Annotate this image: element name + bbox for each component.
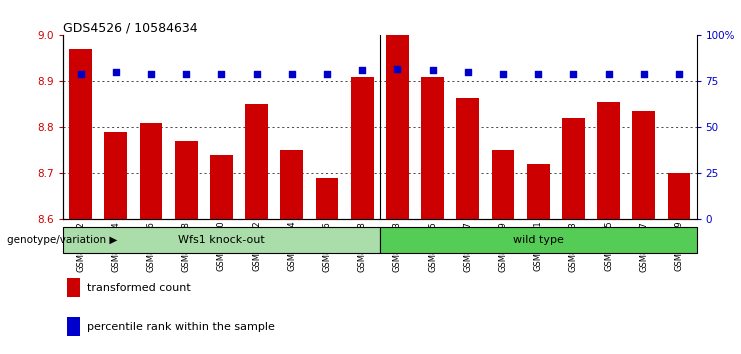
Point [602, 71, 614, 77]
Point [110, 69, 122, 75]
Point [462, 69, 473, 75]
Point [145, 71, 157, 77]
Bar [316, 178, 339, 219]
Bar [104, 132, 127, 219]
Text: GDS4526 / 10584634: GDS4526 / 10584634 [63, 21, 198, 34]
Bar [69, 49, 92, 219]
Bar [350, 77, 373, 219]
Text: genotype/variation ▶: genotype/variation ▶ [7, 235, 118, 245]
Point [673, 71, 685, 77]
Point [356, 68, 368, 73]
Point [216, 71, 227, 77]
Point [75, 71, 87, 77]
Point [497, 71, 509, 77]
Point [250, 71, 262, 77]
Bar [386, 35, 409, 219]
Point [180, 71, 192, 77]
Point [568, 71, 579, 77]
Bar [175, 141, 198, 219]
Point [286, 71, 298, 77]
Bar [527, 164, 550, 219]
Point [638, 71, 650, 77]
Point [427, 68, 439, 73]
Point [321, 71, 333, 77]
Point [532, 71, 544, 77]
Text: percentile rank within the sample: percentile rank within the sample [87, 321, 276, 332]
Bar [597, 102, 620, 219]
Bar [245, 104, 268, 219]
Bar [280, 150, 303, 219]
Bar [491, 150, 514, 219]
Text: transformed count: transformed count [87, 282, 191, 293]
Text: wild type: wild type [513, 235, 564, 245]
Bar [210, 155, 233, 219]
Bar [456, 97, 479, 219]
Bar [668, 173, 691, 219]
Bar [379, 227, 697, 253]
Bar [421, 77, 444, 219]
Text: Wfs1 knock-out: Wfs1 knock-out [178, 235, 265, 245]
Bar [562, 118, 585, 219]
Bar [63, 227, 379, 253]
Point [391, 66, 403, 72]
Bar [632, 111, 655, 219]
Bar [139, 123, 162, 219]
